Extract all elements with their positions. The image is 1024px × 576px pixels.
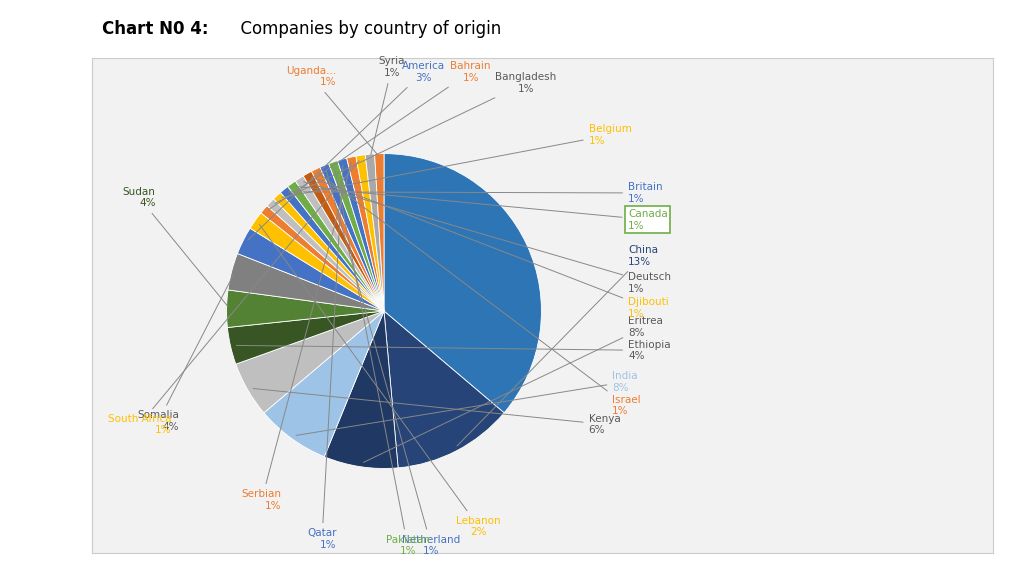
Text: Belgium
1%: Belgium 1%: [282, 124, 632, 198]
Text: Djibouti
1%: Djibouti 1%: [311, 177, 669, 319]
Text: Companies by country of origin: Companies by country of origin: [230, 20, 502, 38]
Wedge shape: [295, 176, 384, 311]
Wedge shape: [338, 158, 384, 311]
Text: Chart N0 4:: Chart N0 4:: [102, 20, 209, 38]
Wedge shape: [228, 253, 384, 311]
Wedge shape: [325, 311, 398, 468]
Text: Serbian
1%: Serbian 1%: [242, 163, 351, 511]
Wedge shape: [288, 181, 384, 311]
Wedge shape: [384, 154, 542, 413]
Wedge shape: [366, 154, 384, 311]
Text: Lebanon
2%: Lebanon 2%: [259, 225, 501, 537]
Text: Uganda...
1%: Uganda... 1%: [287, 66, 378, 155]
Text: China
13%: China 13%: [457, 245, 658, 446]
Text: Ethiopia
4%: Ethiopia 4%: [237, 340, 671, 361]
Wedge shape: [273, 192, 384, 311]
Text: Kenya
6%: Kenya 6%: [253, 388, 621, 435]
Text: South Sudan
38%: South Sudan 38%: [421, 263, 496, 291]
Text: Pakistan
1%: Pakistan 1%: [335, 168, 429, 556]
Wedge shape: [238, 228, 384, 311]
Wedge shape: [356, 155, 384, 311]
Wedge shape: [329, 161, 384, 311]
Text: America
3%: America 3%: [248, 61, 444, 240]
Text: Eritrea
8%: Eritrea 8%: [364, 316, 663, 463]
Text: Canada
1%: Canada 1%: [296, 187, 668, 230]
Wedge shape: [311, 167, 384, 311]
Wedge shape: [384, 311, 504, 468]
Wedge shape: [226, 290, 384, 328]
Wedge shape: [267, 199, 384, 311]
Text: Bahrain
1%: Bahrain 1%: [268, 61, 490, 210]
Wedge shape: [347, 156, 384, 311]
Text: Qatar
1%: Qatar 1%: [307, 165, 343, 550]
Wedge shape: [319, 164, 384, 311]
Text: Deutsch
1%: Deutsch 1%: [303, 182, 671, 294]
Text: Netherland
1%: Netherland 1%: [327, 171, 461, 556]
Wedge shape: [281, 187, 384, 311]
Wedge shape: [227, 311, 384, 364]
Text: Britain
1%: Britain 1%: [289, 182, 663, 204]
Wedge shape: [375, 154, 384, 311]
Wedge shape: [250, 213, 384, 311]
Text: Bangladesh
1%: Bangladesh 1%: [275, 72, 556, 203]
Text: India
8%: India 8%: [296, 371, 638, 435]
Wedge shape: [261, 206, 384, 311]
Wedge shape: [264, 311, 384, 457]
Wedge shape: [303, 171, 384, 311]
Text: Israel
1%: Israel 1%: [319, 174, 641, 416]
Text: Somalia
4%: Somalia 4%: [137, 275, 233, 432]
Text: Sudan
4%: Sudan 4%: [123, 187, 228, 306]
Wedge shape: [236, 311, 384, 413]
Text: Syria
1%: Syria 1%: [371, 56, 406, 155]
Text: South Africa
1%: South Africa 1%: [108, 161, 359, 435]
